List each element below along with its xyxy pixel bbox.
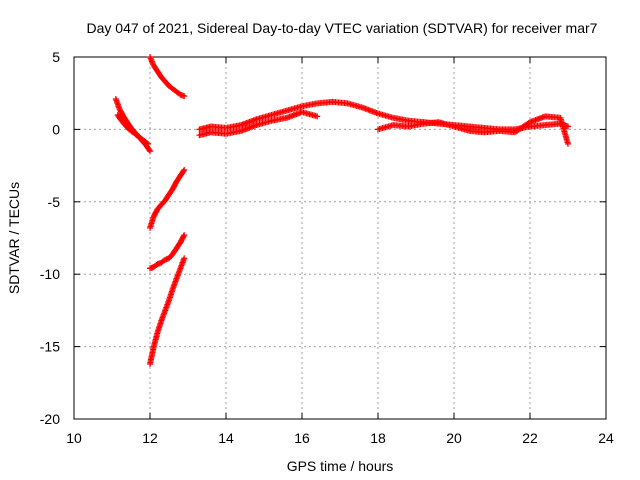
data-point bbox=[147, 148, 153, 155]
y-tick-label: -10 bbox=[40, 266, 60, 282]
data-point bbox=[180, 168, 187, 175]
x-tick-label: 18 bbox=[370, 430, 386, 446]
series-arc-i bbox=[375, 113, 571, 147]
x-tick-label: 10 bbox=[66, 430, 82, 446]
data-point bbox=[180, 233, 187, 240]
series-arc-e bbox=[147, 232, 188, 272]
series-arc-f bbox=[147, 255, 188, 367]
data-point bbox=[146, 146, 153, 153]
y-tick-label: -5 bbox=[48, 194, 61, 210]
x-tick-label: 16 bbox=[294, 430, 310, 446]
series-arc-b bbox=[114, 111, 152, 147]
data-point bbox=[145, 140, 152, 147]
series-arc-d bbox=[147, 166, 188, 231]
data-point bbox=[565, 140, 571, 147]
x-tick-label: 24 bbox=[598, 430, 614, 446]
y-tick-label: -15 bbox=[40, 339, 60, 355]
series-arc-c bbox=[147, 54, 188, 100]
chart-title: Day 047 of 2021, Sidereal Day-to-day VTE… bbox=[87, 20, 598, 36]
data-point bbox=[181, 255, 188, 262]
data-point bbox=[181, 93, 188, 100]
y-tick-label: 0 bbox=[52, 121, 60, 137]
x-tick-label: 12 bbox=[142, 430, 158, 446]
data-point bbox=[181, 166, 188, 173]
data-point bbox=[181, 232, 188, 239]
data-layer bbox=[112, 54, 571, 367]
x-tick-label: 14 bbox=[218, 430, 234, 446]
data-point bbox=[314, 113, 321, 120]
tick-layer: 10 12 14 16 18 20 22 24 5 0 -5 -10 -15 -20 bbox=[40, 49, 614, 446]
y-axis-label: SDTVAR / TECUs bbox=[6, 182, 22, 294]
series-arc-h bbox=[196, 109, 321, 139]
plot-frame bbox=[73, 56, 607, 420]
x-axis-label: GPS time / hours bbox=[287, 458, 394, 474]
data-point bbox=[525, 120, 532, 127]
y-tick-label: -20 bbox=[40, 411, 60, 427]
x-tick-label: 22 bbox=[522, 430, 538, 446]
grid-layer bbox=[74, 57, 606, 419]
x-tick-label: 20 bbox=[446, 430, 462, 446]
data-point bbox=[143, 139, 150, 146]
y-tick-label: 5 bbox=[52, 49, 60, 65]
